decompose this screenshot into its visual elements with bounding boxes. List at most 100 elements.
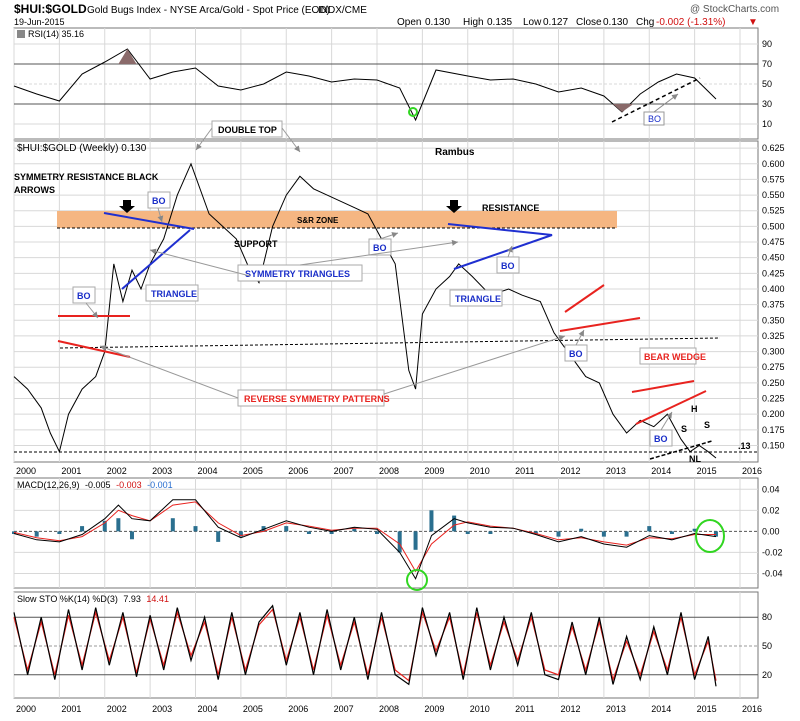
bo-label-2001: BO [77,291,91,301]
hs-right-shoulder: S [704,420,710,430]
macd-histogram-bar [413,531,418,550]
sym-res-label-2: ARROWS [14,185,55,195]
open-label: Open [397,17,421,28]
triangle-label-2010: TRIANGLE [455,294,501,304]
rsi-green-marker [408,107,418,117]
low-value: 0.127 [543,17,568,28]
high-label: High [463,17,484,28]
x-tick-label: 2010 [470,466,490,476]
macd-histogram-bar [329,531,334,534]
macd-histogram-bar [193,526,198,532]
x-tick-label: 2010 [470,704,490,714]
bear-wedge-upper [631,380,695,393]
rsi-tick-label: 50 [762,79,772,89]
sto-d-value: 14.41 [146,594,169,604]
x-tick-label: 2009 [424,466,444,476]
close-label: Close [576,17,602,28]
rsi-tick-label: 10 [762,119,772,129]
macd-histogram-bar [579,528,584,532]
triangle-lower-2002 [121,229,191,290]
chart-symbol: $HUI:$GOLD [14,2,87,16]
price-line [13,162,717,459]
price-tick-label: 0.475 [762,237,785,247]
hs-left-shoulder: S [681,424,687,434]
macd-tick-label: -0.02 [762,547,783,557]
macd-histogram-bar [452,515,457,532]
macd-histogram-bar [284,526,289,532]
chg-label: Chg [636,17,654,28]
macd-axis: 0.04 0.02 0.00 -0.02 -0.04 [762,484,783,578]
support-label: SUPPORT [234,239,278,249]
x-tick-label: 2008 [379,466,399,476]
sto-k-value: 7.93 [123,594,141,604]
last-value-label: .13 [738,441,751,451]
down-arrow-icon: ▼ [748,17,758,28]
sto-tick-label: 80 [762,612,772,622]
x-tick-label: 2011 [515,466,534,476]
triangle-upper-2002 [103,212,195,230]
x-tick-label: 2016 [742,466,762,476]
x-tick-label: 2003 [152,704,172,714]
price-tick-label: 0.525 [762,206,785,216]
sto-label-prefix: Slow STO %K(14) %D(3) [17,594,118,604]
macd-histogram-bar [397,531,402,553]
x-tick-label: 2004 [198,466,218,476]
black-arrow-icon [119,200,135,213]
x-tick-label: 2014 [651,466,671,476]
bo-label-2003: BO [152,196,166,206]
ohlc-readout: Open 0.130 High 0.135 Low 0.127 Close 0.… [397,17,758,28]
x-tick-label: 2000 [16,466,36,476]
macd-hist-value: -0.001 [147,480,173,490]
neckline-2015 [649,440,713,460]
macd-histogram-bar [352,528,357,532]
sto-axis: 80 50 20 [762,612,772,680]
author-label: Rambus [435,147,475,158]
price-tick-label: 0.625 [762,143,785,153]
price-tick-label: 0.225 [762,394,785,404]
macd-tick-label: 0.00 [762,526,780,536]
x-tick-label: 2002 [107,466,127,476]
price-tick-label: 0.450 [762,253,785,263]
x-tick-label: 2001 [61,704,81,714]
sto-tick-label: 50 [762,641,772,651]
macd-line [13,499,717,580]
sto-label: Slow STO %K(14) %D(3) 7.93 14.41 [17,594,169,604]
rsi-grid [13,28,758,139]
rsi-trendline [611,77,701,123]
macd-histogram-bar [216,531,221,542]
macd-histogram-bar [238,531,243,537]
rsi-overbought-fill [118,49,137,64]
price-tick-label: 0.600 [762,159,785,169]
pointer-arrows [85,127,673,431]
macd-histogram-bar [375,531,379,534]
rsi-oversold-fill [612,104,634,112]
x-tick-label: 2005 [243,704,263,714]
bear-wedge-box [639,347,697,365]
rsi-bo-label: BO [648,114,661,124]
low-label: Low [523,17,542,28]
bear-wedge-lower [635,390,707,425]
macd-histogram-bar [647,526,652,532]
macd-panel [13,477,759,589]
macd-histogram-bar [669,531,674,534]
rsi-bo-arrow [653,93,679,113]
price-tick-label: 0.550 [762,190,785,200]
bo-box-2003 [147,191,171,209]
rsi-label: RSI(14) 35.16 [28,29,84,39]
triangle-2010 [447,223,553,270]
sym-res-label-1: SYMMETRY RESISTANCE BLACK [14,172,159,182]
x-tick-label: 2015 [697,704,717,714]
macd-value: -0.005 [85,480,111,490]
open-value: 0.130 [425,17,450,28]
macd-histogram-bar [306,531,311,534]
sr-zone-label: S&R ZONE [297,216,339,225]
x-tick-label: 2009 [424,704,444,714]
triangle-label-2003: TRIANGLE [151,289,197,299]
x-tick-label: 2004 [198,704,218,714]
macd-histogram-bar [533,531,538,534]
price-tick-label: 0.275 [762,362,785,372]
watermark: @ StockCharts.com [690,4,779,15]
double-top-box [211,120,283,138]
x-tick-label: 2015 [697,466,717,476]
macd-histogram-bar [57,531,62,534]
